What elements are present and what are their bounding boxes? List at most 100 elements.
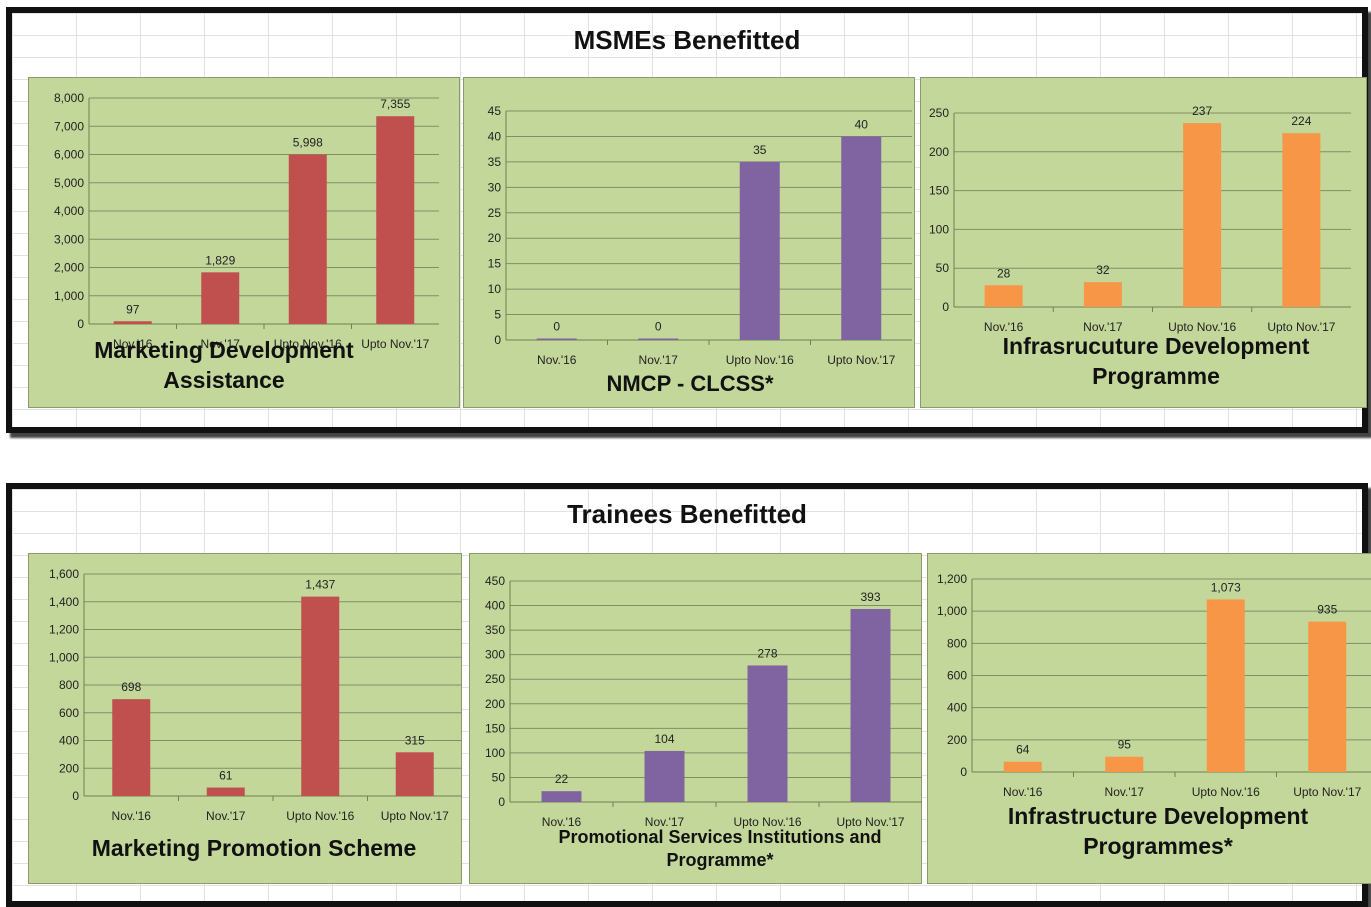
data-label: 935 (1317, 603, 1337, 617)
y-tick-label: 0 (942, 300, 949, 314)
x-tick-label: Nov.'16 (542, 815, 582, 829)
bar (644, 750, 685, 802)
x-tick-label: Upto Nov.'16 (733, 815, 801, 829)
y-tick-label: 0 (77, 317, 84, 331)
y-tick-label: 400 (485, 599, 505, 613)
data-label: 1,073 (1211, 580, 1241, 594)
chart-svg: 0 200 400 600 800 1,000 1,200 64 Nov.'16 95 Nov.'1… (937, 572, 1371, 799)
chart-title-line: Programmes* (1083, 832, 1233, 859)
y-tick-label: 0 (498, 795, 505, 809)
bar (1105, 756, 1144, 772)
y-tick-label: 150 (929, 184, 949, 198)
data-label: 5,998 (293, 136, 323, 150)
chart-title: Infrastructure Development Programmes* (928, 802, 1371, 862)
y-tick-label: 6,000 (54, 148, 84, 162)
bar (1183, 123, 1222, 307)
chart-title-line: Programme (1092, 362, 1220, 389)
trainees-section: Trainees Benefitted 0 200 400 600 800 1,000 1,… (6, 483, 1371, 907)
bar (1003, 761, 1042, 772)
chart-title-line: Assistance (163, 366, 285, 393)
chart-panel-marketing-promotion: 0 200 400 600 800 1,000 1,200 1,400 1,600 698 Nov.… (28, 553, 462, 884)
bar (850, 608, 891, 802)
data-label: 32 (1096, 263, 1110, 277)
y-tick-label: 1,200 (937, 572, 967, 586)
chart-title-line: Infrastructure Development (1007, 803, 1309, 829)
y-tick-label: 300 (485, 648, 505, 662)
x-tick-label: Nov.'16 (1003, 785, 1043, 799)
chart-title-line: NMCP - CLCSS* (606, 371, 774, 396)
bar (113, 321, 152, 324)
chart-title-line: Programme* (666, 850, 774, 871)
data-label: 393 (860, 590, 880, 604)
y-tick-label: 800 (947, 636, 967, 650)
y-tick-label: 350 (485, 623, 505, 637)
y-tick-label: 7,000 (54, 119, 84, 133)
y-tick-label: 600 (947, 669, 967, 683)
bar (376, 116, 415, 324)
chart-svg: 0 200 400 600 800 1,000 1,200 1,400 1,600 698 Nov.… (49, 567, 462, 823)
section-title: MSMEs Benefitted (573, 25, 801, 55)
bar (112, 699, 151, 796)
chart-title-line: Infrasrucuture Development (1002, 333, 1310, 359)
chart-panel-marketing-development: 0 1,000 2,000 3,000 4,000 5,000 6,000 7,000 8,00… (28, 77, 460, 408)
x-tick-label: Upto Nov.'16 (1192, 785, 1260, 799)
y-tick-label: 250 (929, 106, 949, 120)
y-tick-label: 20 (488, 231, 502, 245)
bar (739, 161, 780, 340)
x-tick-label: Upto Nov.'17 (381, 809, 449, 823)
y-tick-label: 3,000 (54, 232, 84, 246)
x-tick-label: Upto Nov.'16 (726, 353, 794, 367)
y-tick-label: 150 (485, 721, 505, 735)
data-label: 224 (1291, 114, 1311, 128)
chart-panel-nmcp-clcss: 0 5 10 15 20 25 30 35 40 45 0 Nov.'16 0 Nov.'17 35 Upto… (463, 77, 915, 408)
y-tick-label: 800 (59, 678, 79, 692)
bar (841, 136, 882, 340)
y-tick-label: 1,400 (49, 595, 79, 609)
chart-title: Infrasrucuture Development Programme (921, 332, 1371, 392)
bar (1083, 282, 1122, 307)
x-tick-label: Nov.'17 (206, 809, 246, 823)
x-tick-label: Nov.'16 (112, 809, 152, 823)
chart-title-line: Marketing Development (94, 337, 354, 363)
chart-title: Marketing Promotion Scheme (29, 834, 479, 864)
y-tick-label: 0 (72, 789, 79, 803)
data-label: 1,829 (205, 253, 235, 267)
bar (541, 791, 582, 802)
y-tick-label: 5,000 (54, 176, 84, 190)
bar (747, 665, 788, 802)
chart-svg: 0 1,000 2,000 3,000 4,000 5,000 6,000 7,000 8,00… (54, 91, 439, 351)
y-tick-label: 400 (59, 734, 79, 748)
data-label: 1,437 (305, 578, 335, 592)
y-tick-label: 1,600 (49, 567, 79, 581)
bar (638, 338, 679, 340)
y-tick-label: 40 (488, 129, 502, 143)
chart-title: NMCP - CLCSS* (464, 370, 916, 399)
y-tick-label: 35 (488, 155, 502, 169)
x-tick-label: Upto Nov.'17 (836, 815, 904, 829)
bar (984, 285, 1023, 307)
data-label: 97 (126, 302, 140, 316)
data-label: 0 (553, 320, 560, 334)
bar (1282, 133, 1321, 307)
chart-panel-promotional-services: 0 50 100 150 200 250 300 350 400 450 22 Nov.'16 104 N… (469, 553, 922, 884)
y-tick-label: 1,000 (54, 289, 84, 303)
y-tick-label: 200 (929, 145, 949, 159)
data-label: 61 (219, 769, 233, 783)
bar (301, 596, 340, 796)
data-label: 35 (753, 143, 767, 157)
chart-title: Marketing Development Assistance (29, 336, 419, 396)
data-label: 95 (1118, 738, 1132, 752)
y-tick-label: 30 (488, 180, 502, 194)
y-tick-label: 10 (488, 282, 502, 296)
y-tick-label: 450 (485, 574, 505, 588)
data-label: 315 (405, 733, 425, 747)
chart-panel-infrastructure-programme: 0 50 100 150 200 250 28 Nov.'16 32 Nov.'17 237 Upto… (920, 77, 1367, 408)
bar (536, 338, 577, 340)
x-tick-label: Nov.'17 (201, 337, 241, 351)
x-tick-label: Upto Nov.'17 (1293, 785, 1361, 799)
x-tick-label: Nov.'17 (1083, 320, 1123, 334)
data-label: 278 (757, 646, 777, 660)
x-tick-label: Nov.'17 (1105, 785, 1145, 799)
y-tick-label: 50 (492, 770, 506, 784)
y-tick-label: 2,000 (54, 261, 84, 275)
